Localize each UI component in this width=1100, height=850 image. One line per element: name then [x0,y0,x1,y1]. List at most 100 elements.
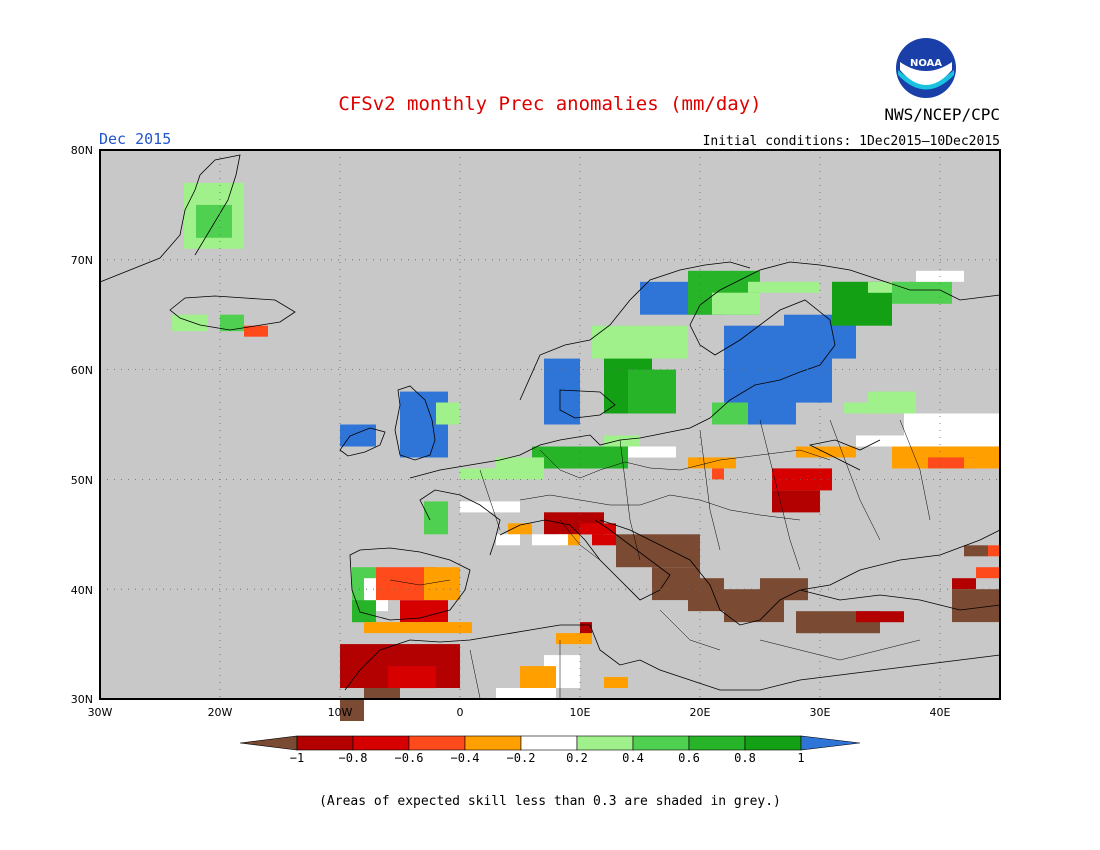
anomaly-cell [424,501,448,535]
lat-label-30n: 30N [71,693,93,706]
colorbar-label: 0.4 [622,751,644,765]
anomaly-cell [976,567,1000,579]
anomaly-cell [460,501,520,513]
anomaly-cell [868,281,892,293]
lon-label-10w: 10W [328,706,353,719]
anomaly-cell [508,523,532,535]
anomaly-cell [220,314,244,332]
anomaly-cell [844,402,880,414]
anomaly-cell [712,468,724,480]
lon-label-0: 0 [457,706,464,719]
anomaly-cell [748,281,820,293]
anomaly-cell [628,446,676,458]
chart-title: CFSv2 monthly Prec anomalies (mm/day) [338,93,761,115]
footnote: (Areas of expected skill less than 0.3 a… [319,794,781,809]
coastlines [99,154,1001,691]
anomaly-cell [772,468,832,491]
anomaly-cell [532,534,568,546]
anomaly-cell [364,622,472,634]
agency-label: NWS/NCEP/CPC [884,105,1000,124]
lat-label-80n: 80N [71,144,93,157]
lon-label-20w: 20W [208,706,233,719]
anomaly-cell [904,413,1000,447]
lat-label-40n: 40N [71,584,93,597]
lon-label-30w: 30W [88,706,113,719]
anomaly-cell [400,600,448,623]
anomaly-cell [340,424,376,447]
lat-axis: 80N 70N 60N 50N 40N 30N [71,144,93,706]
anomaly-cell [436,402,460,425]
anomaly-cell [964,457,988,469]
anomaly-cell [196,204,232,238]
anomaly-cell [928,457,976,469]
colorbar-label: −0.2 [507,751,536,765]
lon-label-40e: 40E [930,706,951,719]
logo-text: NOAA [910,58,942,69]
anomaly-cell [628,369,676,414]
colorbar-segment [352,735,410,751]
anomaly-cell [544,358,580,425]
anomaly-cell [400,391,448,458]
lon-label-30e: 30E [810,706,831,719]
colorbar-arrow-high [800,735,861,751]
colorbar-label: 0.8 [734,751,756,765]
anomaly-cell [460,468,496,480]
anomaly-cell [688,457,736,469]
anomaly-cell [760,578,808,601]
noaa-logo: NOAA [896,38,956,98]
map-frame [99,149,1001,700]
anomaly-cell [952,578,976,590]
colorbar-segment [408,735,466,751]
colorbar-label: 0.6 [678,751,700,765]
anomaly-cell [364,688,400,699]
anomaly-cell [772,490,820,513]
colorbar-label: 1 [797,751,804,765]
anomaly-cell [712,292,760,315]
anomaly-cell [580,622,592,634]
anomaly-cell [604,435,640,447]
anomaly-cell [532,446,628,469]
anomaly-cell [964,545,988,557]
colorbar-segment [688,735,746,751]
colorbar-segment [744,735,802,751]
lon-label-10e: 10E [570,706,591,719]
anomaly-cell [796,611,820,634]
anomaly-cell [172,314,208,332]
lat-label-70n: 70N [71,254,93,267]
lon-axis: 30W 20W 10W 0 10E 20E 30E 40E [88,706,951,719]
initial-conditions-label: Initial conditions: 1Dec2015—10Dec2015 [703,134,1000,149]
anomaly-cell [496,457,544,480]
anomaly-cell [796,446,856,458]
lat-label-50n: 50N [71,474,93,487]
anomaly-cell [520,666,556,689]
colorbar-segment [464,735,522,751]
anomaly-cell [592,534,616,546]
anomaly-cell [616,534,700,568]
colorbar-label: 0.2 [566,751,588,765]
colorbar-segment [576,735,634,751]
colorbar [239,735,861,751]
colorbar-label: −1 [290,751,304,765]
anomaly-cell [748,391,796,425]
colorbar-label: −0.6 [395,751,424,765]
colorbar-labels: −1 −0.8 −0.6 −0.4 −0.2 0.2 0.4 0.6 0.8 1 [290,751,805,765]
anomaly-cell [580,523,616,535]
anomaly-cell [388,666,436,689]
colorbar-label: −0.4 [451,751,480,765]
anomaly-cell [496,688,556,699]
colorbar-segment [296,735,354,751]
anomaly-cell [496,534,520,546]
anomaly-cell [604,677,628,688]
country-borders [389,419,931,699]
graticule [100,150,1000,699]
anomaly-cell [892,281,952,304]
anomaly-cell [352,600,376,623]
colorbar-label: −0.8 [339,751,368,765]
colorbar-arrow-low [239,735,298,751]
colorbar-segment [632,735,690,751]
anomaly-cell [556,633,592,645]
map-area [99,149,1001,721]
anomaly-cell [856,435,904,447]
month-label: Dec 2015 [99,130,171,148]
